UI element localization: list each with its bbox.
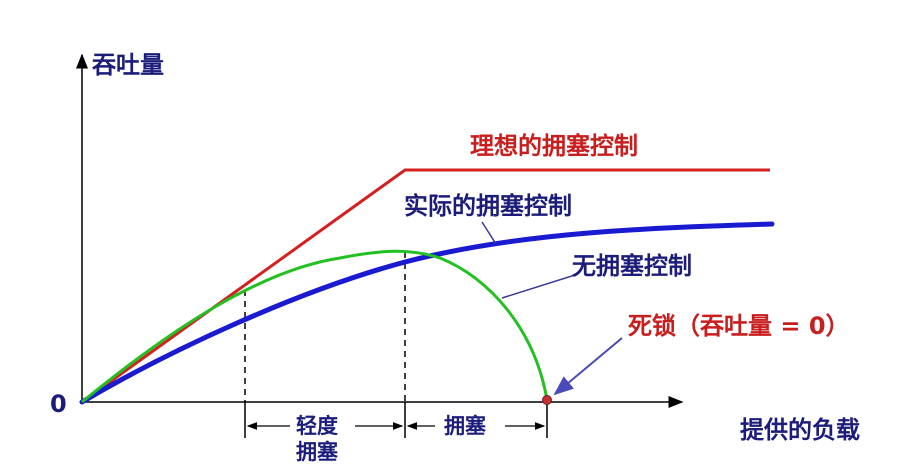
leader-line [501,274,576,299]
x-axis-label: 提供的负载 [740,416,860,444]
leader-line [481,221,497,245]
y-axis-label: 吞吐量 [92,51,164,79]
light-congestion-label: 拥塞 [296,440,339,464]
actual-label: 实际的拥塞控制 [404,192,572,220]
deadlock-point [542,395,552,405]
no-control-label: 无拥塞控制 [572,252,692,280]
congestion-label: 拥塞 [444,414,487,438]
no-control-curve [81,249,549,404]
deadlock-label: 死锁（吞吐量 = 0） [628,312,850,340]
actual-curve [79,221,775,405]
deadlock-pointer [553,337,623,396]
light-congestion-label: 轻度 [296,414,338,438]
ideal-label: 理想的拥塞控制 [470,132,638,160]
ideal-curve [81,168,770,404]
origin-label: 0 [50,390,67,418]
